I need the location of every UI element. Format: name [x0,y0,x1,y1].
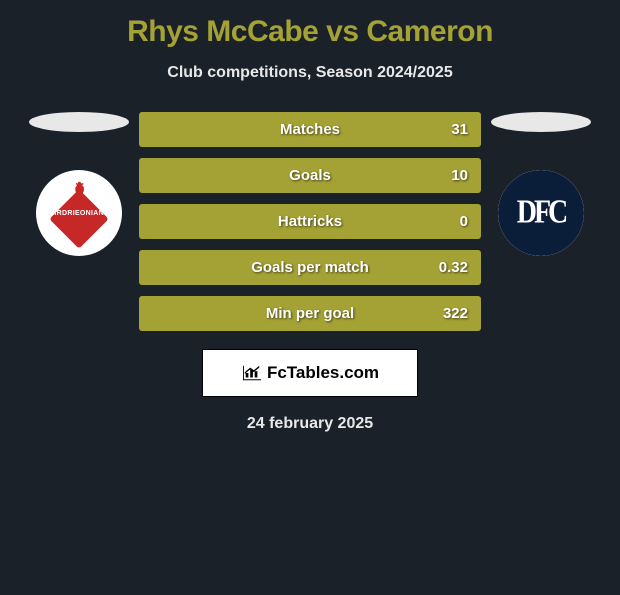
club-right-letters: DFC [517,194,566,232]
stat-value-right: 0 [460,213,468,230]
brand-name: FcTables.com [267,363,379,383]
stat-label: Hattricks [278,213,342,230]
stat-value-right: 0.32 [439,259,468,276]
club-left-abbr: AIRDRIEONIANS [49,210,109,217]
right-player-column: DFC [481,112,601,256]
comparison-row: AIRDRIEONIANS Matches 31 Goals 10 Hattri… [0,112,620,331]
stat-value-right: 31 [451,121,468,138]
chart-icon [241,364,263,382]
left-player-column: AIRDRIEONIANS [19,112,139,256]
player-photo-placeholder-left [29,112,129,132]
stat-label: Min per goal [266,305,354,322]
stat-bar-goals-per-match: Goals per match 0.32 [139,250,481,285]
stat-label: Matches [280,121,340,138]
brand-watermark: FcTables.com [202,349,418,397]
stat-value-right: 10 [451,167,468,184]
snapshot-date: 24 february 2025 [0,415,620,433]
stat-label: Goals [289,167,331,184]
stat-bar-matches: Matches 31 [139,112,481,147]
stat-bar-goals: Goals 10 [139,158,481,193]
comparison-title: Rhys McCabe vs Cameron [0,15,620,49]
comparison-subtitle: Club competitions, Season 2024/2025 [0,64,620,82]
player-photo-placeholder-right [491,112,591,132]
stat-bar-min-per-goal: Min per goal 322 [139,296,481,331]
stat-value-right: 322 [443,305,468,322]
stat-label: Goals per match [251,259,369,276]
stat-bar-hattricks: Hattricks 0 [139,204,481,239]
club-logo-left: AIRDRIEONIANS [36,170,122,256]
stats-bars: Matches 31 Goals 10 Hattricks 0 Goals pe… [139,112,481,331]
club-logo-right: DFC [498,170,584,256]
